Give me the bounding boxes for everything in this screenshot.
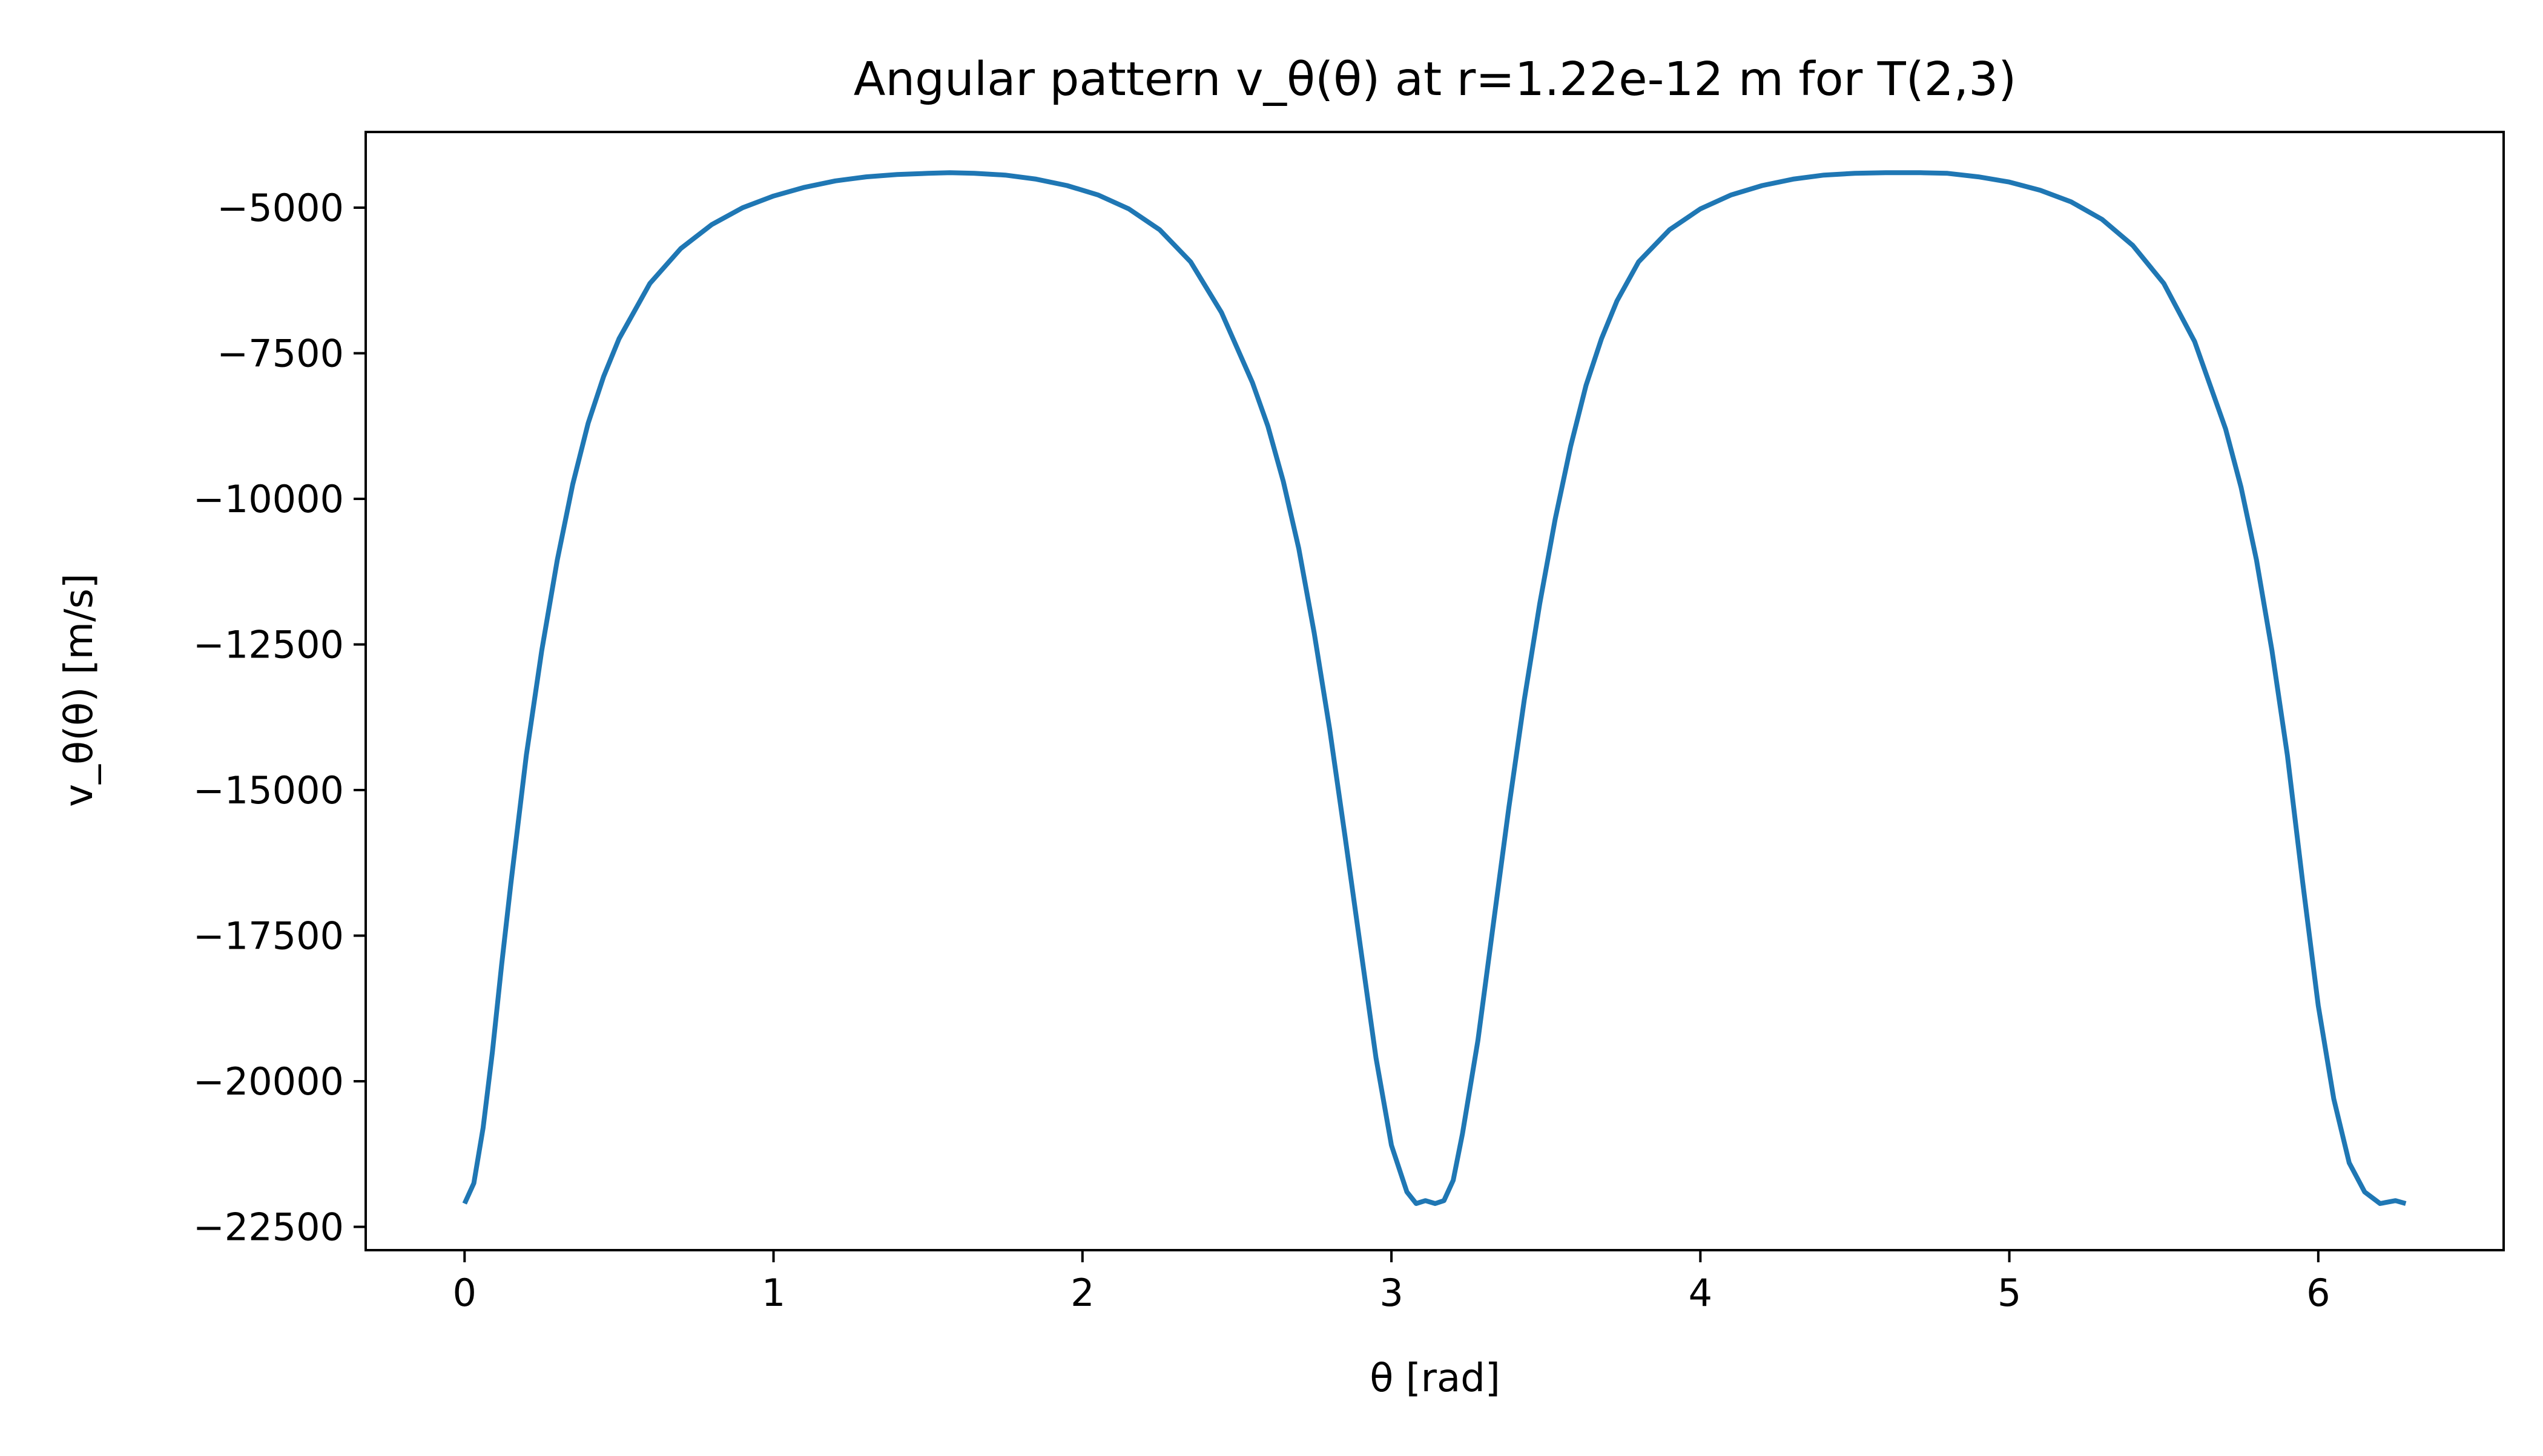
x-tick-label: 6 xyxy=(2306,1271,2330,1315)
x-axis-label: θ [rad] xyxy=(1370,1356,1500,1401)
y-tick-label: −22500 xyxy=(193,1205,344,1250)
y-tick-label: −7500 xyxy=(217,332,344,376)
plot-area: 0 1 2 3 4 5 6 −5000 −7500 −10000 −12500 −15000 −1750… xyxy=(193,131,2505,1315)
y-tick-label: −12500 xyxy=(193,623,344,667)
x-tick-label: 0 xyxy=(453,1271,477,1315)
y-tick-label: −20000 xyxy=(193,1059,344,1104)
y-tick-label: −15000 xyxy=(193,768,344,812)
x-tick-label: 1 xyxy=(762,1271,785,1315)
x-tick-label: 5 xyxy=(1997,1271,2021,1315)
series-line-0 xyxy=(462,170,2407,1206)
y-tick-label: −17500 xyxy=(193,914,344,958)
y-tick-label: −10000 xyxy=(193,477,344,521)
x-tick-label: 4 xyxy=(1689,1271,1712,1315)
y-tick-label: −5000 xyxy=(217,186,344,230)
y-axis-label: v_θ(θ) [m/s] xyxy=(57,573,102,807)
axes-frame xyxy=(364,131,2505,1251)
x-tick-label: 3 xyxy=(1379,1271,1403,1315)
chart-title: Angular pattern v_θ(θ) at r=1.22e-12 m f… xyxy=(854,53,2017,107)
x-tick-label: 2 xyxy=(1070,1271,1094,1315)
